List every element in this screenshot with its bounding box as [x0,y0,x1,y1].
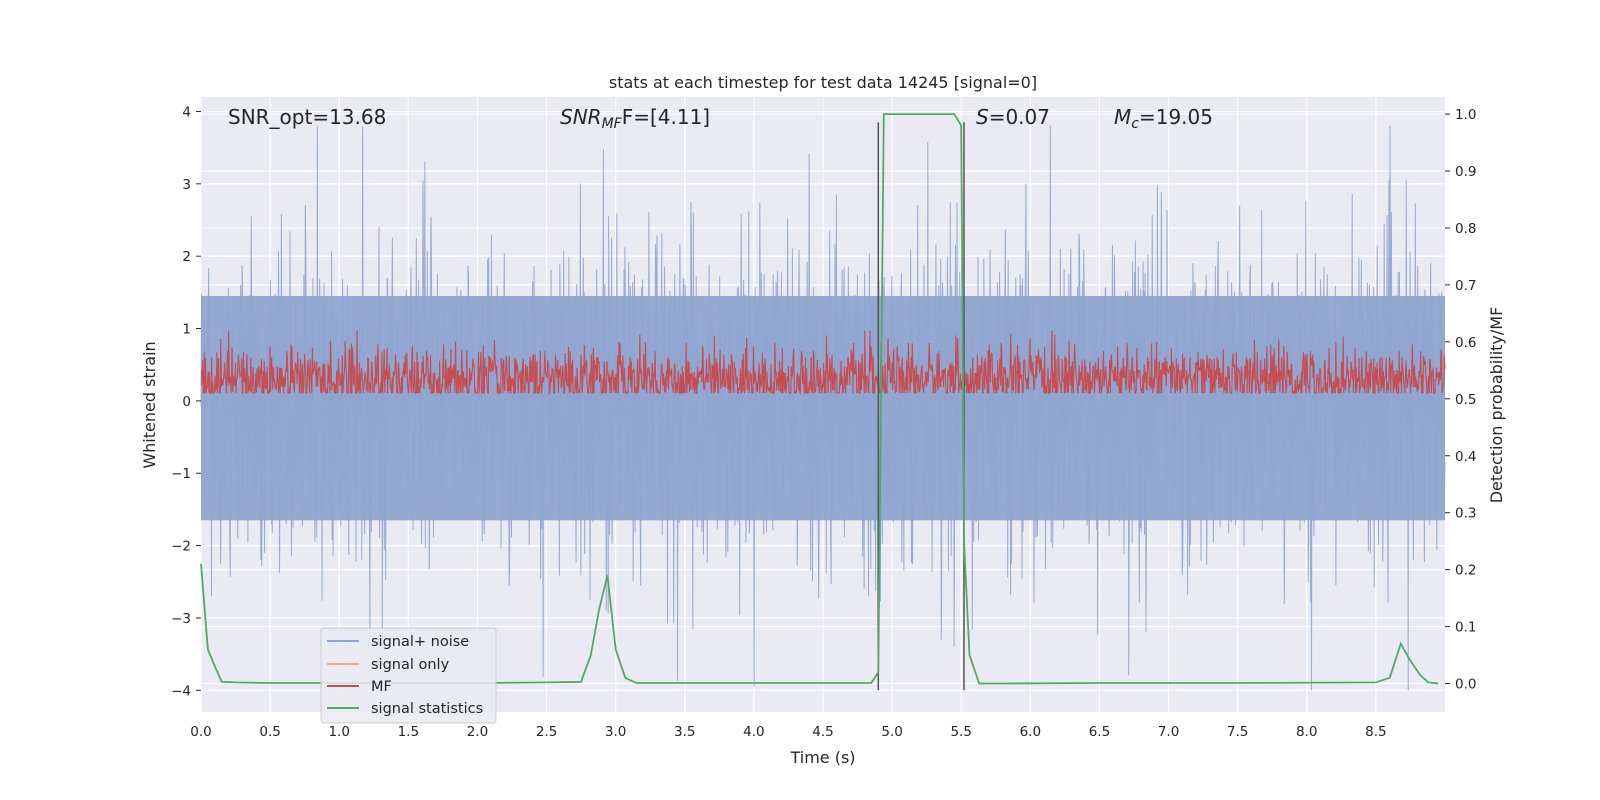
y-right-tick-label: 0.5 [1455,392,1476,408]
y-left-tick-label: 0 [182,394,191,410]
x-tick-label: 5.0 [881,724,902,740]
legend-label-mf: MF [371,679,392,695]
x-tick-label: 2.5 [536,724,557,740]
y-left-axis-label: Whitened strain [140,341,159,468]
legend-box [320,627,497,724]
y-left-tick-label: 3 [182,177,191,193]
legend: signal+ noise signal only MF signal stat… [320,627,497,724]
y-left-tick-label: −1 [171,466,191,482]
annotation-snr-mf: SNRMFF=[4.11] [560,105,710,132]
legend-label-signal-statistics: signal statistics [371,701,483,717]
x-tick-label: 0.5 [259,724,280,740]
annotation-s: S=0.07 [976,105,1050,129]
y-right-tick-label: 0.3 [1455,506,1476,522]
x-ticks: 0.0 0.5 1.0 1.5 2.0 2.5 3.0 3.5 4.0 4.5 5.0 5.5 6.0 6… [190,724,1386,740]
y-left-tick-label: −4 [171,683,191,699]
y-right-axis-label: Detection probability/MF [1487,307,1506,504]
x-tick-label: 0.0 [190,724,211,740]
y-left-tick-label: −2 [171,539,191,555]
x-tick-label: 2.0 [467,724,488,740]
annotation-mc: Mc=19.05 [1114,105,1213,132]
y-right-tick-label: 0.0 [1455,677,1476,693]
mf-series [200,330,1446,396]
x-tick-label: 7.0 [1158,724,1179,740]
y-left-tick-label: 2 [182,249,191,265]
y-left-tick-label: −3 [171,611,191,627]
y-right-tick-label: 0.7 [1455,278,1476,294]
y-right-tick-label: 0.1 [1455,620,1476,636]
y-right-tick-label: 0.4 [1455,449,1476,465]
x-tick-label: 1.5 [398,724,419,740]
x-tick-label: 4.5 [812,724,833,740]
legend-label-signal-noise: signal+ noise [371,634,469,650]
y-left-ticks: 4 3 2 1 0 −1 −2 −3 −4 [171,104,201,699]
x-tick-label: 8.5 [1365,724,1386,740]
y-right-ticks: 1.0 0.9 0.8 0.7 0.6 0.5 0.4 0.3 0.2 0.1 0.0 [1445,107,1476,693]
x-tick-label: 8.0 [1296,724,1317,740]
x-tick-label: 3.5 [674,724,695,740]
x-tick-label: 7.5 [1227,724,1248,740]
y-left-tick-label: 1 [182,322,191,338]
x-tick-label: 4.0 [743,724,764,740]
y-right-tick-label: 0.9 [1455,164,1476,180]
x-tick-label: 5.5 [950,724,971,740]
mf-line [200,330,1446,396]
y-right-tick-label: 1.0 [1455,107,1476,123]
legend-label-signal-only: signal only [371,657,450,673]
y-right-tick-label: 0.8 [1455,221,1476,237]
y-right-tick-label: 0.2 [1455,563,1476,579]
y-left-tick-label: 4 [182,104,191,120]
x-tick-label: 3.0 [605,724,626,740]
y-right-tick-label: 0.6 [1455,335,1476,351]
x-tick-label: 6.0 [1020,724,1041,740]
chart-title: stats at each timestep for test data 142… [609,73,1037,92]
x-axis-label: Time (s) [789,748,855,767]
x-tick-label: 1.0 [328,724,349,740]
annotation-snr-opt: SNR_opt=13.68 [228,105,386,129]
x-tick-label: 6.5 [1089,724,1110,740]
